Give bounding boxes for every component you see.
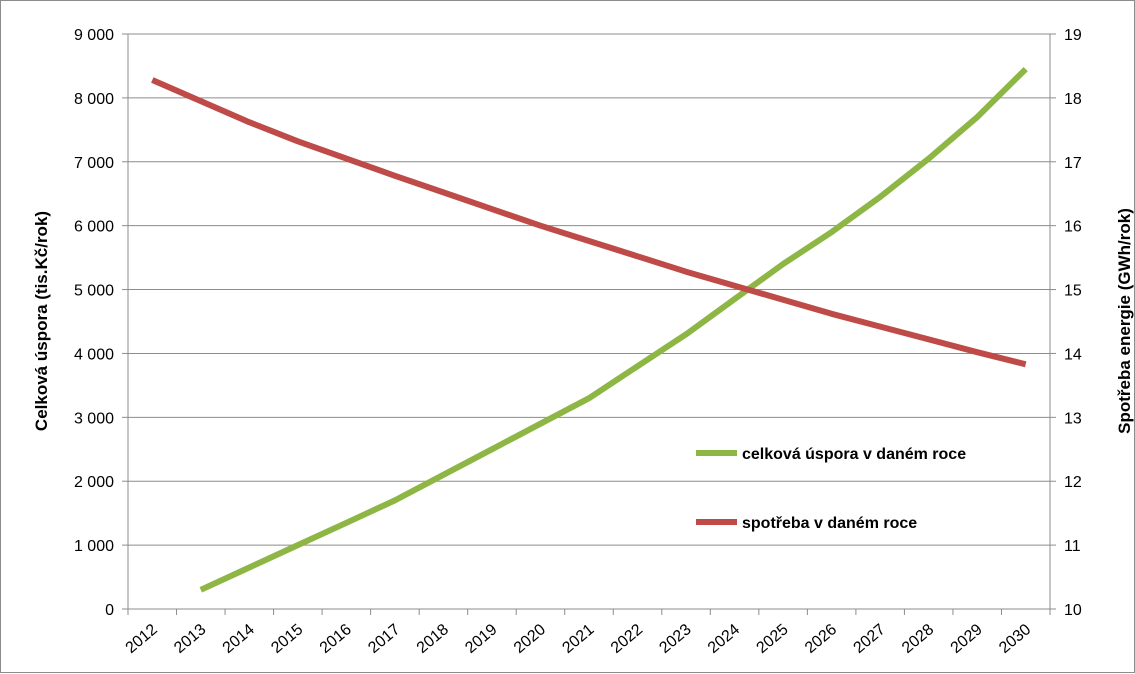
x-tick-label: 2020 bbox=[511, 621, 549, 657]
x-tick-label: 2018 bbox=[414, 621, 452, 657]
x-tick-label: 2026 bbox=[802, 621, 840, 657]
legend-label: spotřeba v daném roce bbox=[742, 515, 917, 532]
left-tick-label: 4 000 bbox=[74, 346, 114, 363]
right-tick-label: 14 bbox=[1064, 346, 1082, 363]
x-tick-label: 2017 bbox=[365, 621, 403, 657]
left-tick-label: 2 000 bbox=[74, 474, 114, 491]
left-tick-label: 0 bbox=[105, 602, 114, 619]
x-tick-label: 2019 bbox=[462, 621, 500, 657]
right-axis-ticks: 10 11 12 13 14 15 16 17 18 19 bbox=[1064, 27, 1082, 619]
right-tick-label: 18 bbox=[1064, 91, 1082, 108]
x-tick-label: 2023 bbox=[656, 621, 694, 657]
x-tick-label: 2013 bbox=[171, 621, 209, 657]
left-tick-label: 9 000 bbox=[74, 27, 114, 44]
right-tick-label: 10 bbox=[1064, 602, 1082, 619]
left-tick-label: 1 000 bbox=[74, 538, 114, 555]
left-tick-label: 3 000 bbox=[74, 410, 114, 427]
left-tick-label: 6 000 bbox=[74, 219, 114, 236]
x-tick-label: 2014 bbox=[220, 621, 258, 657]
x-tick-label: 2027 bbox=[851, 621, 889, 657]
x-tick-label: 2028 bbox=[899, 621, 937, 657]
right-tick-label: 12 bbox=[1064, 474, 1082, 491]
x-tick-label: 2016 bbox=[317, 621, 355, 657]
x-tick-label: 2015 bbox=[268, 621, 306, 657]
left-tick-label: 8 000 bbox=[74, 91, 114, 108]
x-tick-label: 2012 bbox=[123, 621, 161, 657]
right-tick-label: 16 bbox=[1064, 219, 1082, 236]
right-axis-title: Spotřeba energie (GWh/rok) bbox=[1115, 208, 1134, 434]
left-tick-label: 7 000 bbox=[74, 155, 114, 172]
x-tick-label: 2021 bbox=[559, 621, 597, 657]
series-lines bbox=[151, 66, 1028, 593]
gridlines bbox=[128, 33, 1050, 546]
x-tick-label: 2029 bbox=[948, 621, 986, 657]
right-tick-label: 11 bbox=[1064, 538, 1081, 555]
legend-label: celková úspora v daném roce bbox=[742, 446, 966, 463]
left-axis-title: Celková úspora (tis.Kč/rok) bbox=[32, 211, 51, 431]
right-tick-label: 13 bbox=[1064, 410, 1082, 427]
series-line-spotreba bbox=[151, 77, 1027, 368]
x-tick-label: 2024 bbox=[705, 621, 743, 657]
x-tick-label: 2022 bbox=[608, 621, 646, 657]
left-axis-ticks: 0 1 000 2 000 3 000 4 000 5 000 6 000 7 000 8 00… bbox=[74, 27, 114, 619]
x-tick-label: 2025 bbox=[753, 621, 791, 657]
right-tick-label: 17 bbox=[1064, 155, 1082, 172]
series-line-uspora bbox=[199, 66, 1028, 593]
right-tick-label: 15 bbox=[1064, 283, 1082, 300]
axes bbox=[122, 33, 1056, 615]
x-tick-label: 2030 bbox=[996, 621, 1034, 657]
left-tick-label: 5 000 bbox=[74, 283, 114, 300]
x-axis-ticks: 2012 2013 2014 2015 2016 2017 2018 2019 2020 2021… bbox=[123, 621, 1035, 657]
legend: celková úspora v daném roce spotřeba v da… bbox=[696, 446, 966, 532]
right-tick-label: 19 bbox=[1064, 27, 1082, 44]
